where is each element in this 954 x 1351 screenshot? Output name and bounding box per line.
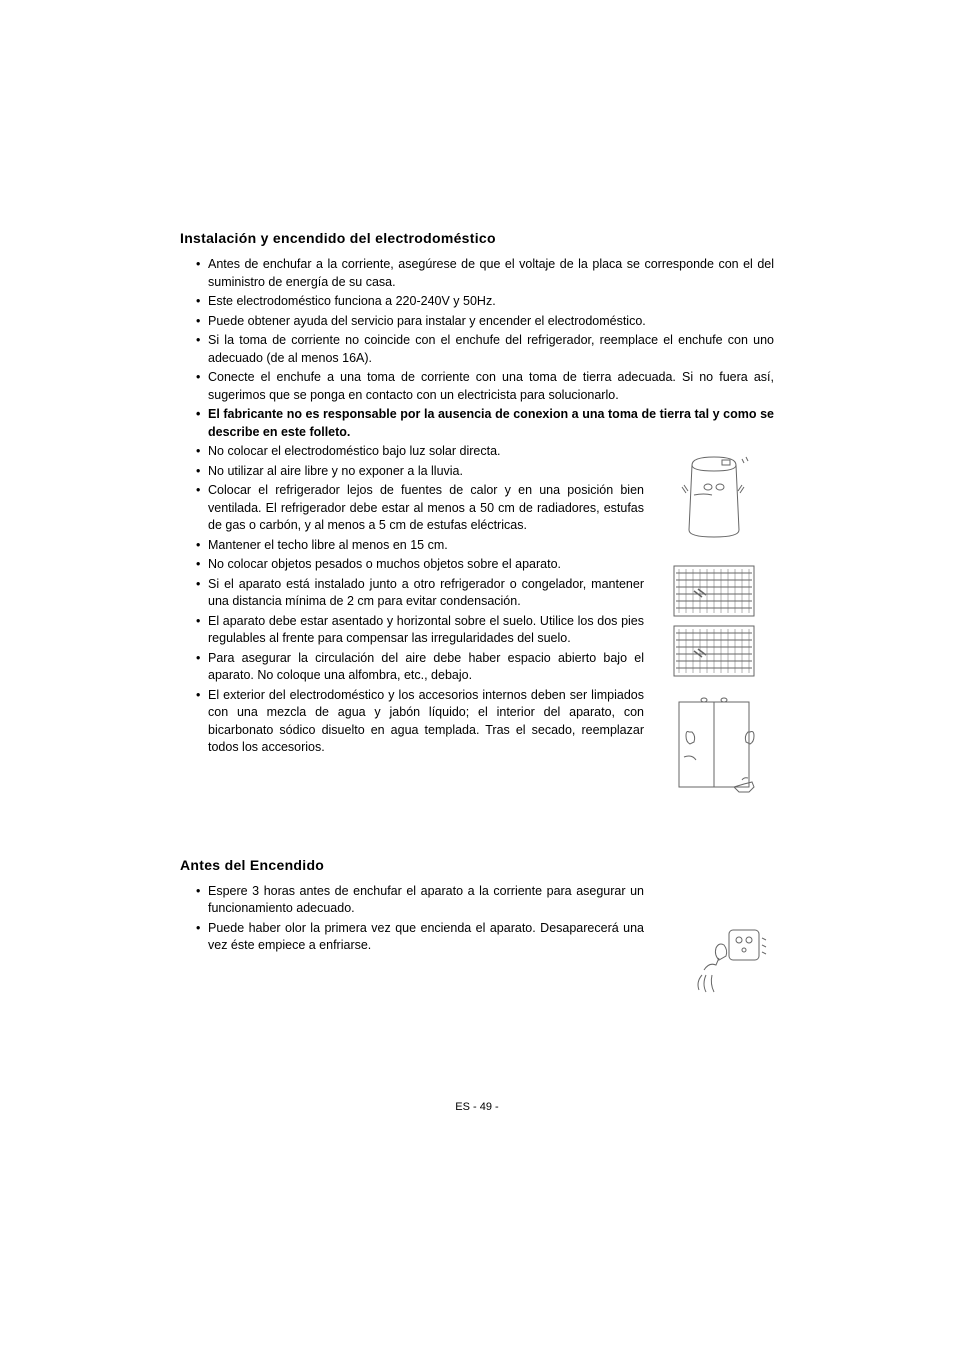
figure-plug-icon <box>684 920 774 1000</box>
section2-title: Antes del Encendido <box>180 857 774 873</box>
bullet-item: El fabricante no es responsable por la a… <box>208 406 774 441</box>
figure-cleaning-icon <box>664 697 764 797</box>
figure-fridge-top-icon <box>664 445 764 545</box>
bullet-item: Espere 3 horas antes de enchufar el apar… <box>208 883 774 918</box>
figures-column <box>664 445 774 797</box>
bullet-item: Antes de enchufar a la corriente, asegúr… <box>208 256 774 291</box>
bullet-item: Este electrodoméstico funciona a 220-240… <box>208 293 774 311</box>
page-number: ES - 49 - <box>0 1101 954 1113</box>
bullet-item: Conecte el enchufe a una toma de corrien… <box>208 369 774 404</box>
section1-title: Instalación y encendido del electrodomés… <box>180 230 774 246</box>
figure-vents-icon <box>664 561 764 681</box>
bullet-item: Si la toma de corriente no coincide con … <box>208 332 774 367</box>
bullet-item: Puede obtener ayuda del servicio para in… <box>208 313 774 331</box>
document-page: Instalación y encendido del electrodomés… <box>0 0 954 1351</box>
